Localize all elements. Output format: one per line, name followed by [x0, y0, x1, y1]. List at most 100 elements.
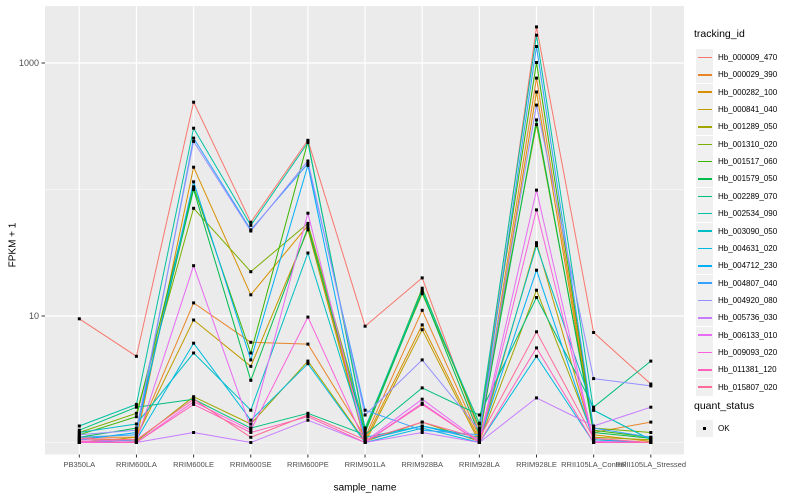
data-point: [363, 428, 367, 432]
legend-item-label: Hb_004631_020: [718, 243, 778, 253]
legend-key-line-icon: [697, 351, 712, 354]
legend-key-swatch: [696, 205, 713, 223]
data-point: [363, 441, 367, 444]
data-point: [306, 228, 310, 232]
data-point: [134, 422, 138, 426]
legend-item-label: Hb_001517_060: [718, 157, 778, 167]
legend-item-label: Hb_003090_050: [718, 226, 778, 236]
x-tick-label: RRIM600LA: [116, 460, 157, 469]
data-point: [477, 436, 481, 440]
legend-item-Hb_001517_060: Hb_001517_060: [696, 153, 778, 171]
data-point: [420, 428, 424, 432]
data-point: [306, 221, 310, 225]
legend-item-Hb_000841_040: Hb_000841_040: [696, 101, 778, 119]
x-tick-label: RRIM600SE: [229, 460, 272, 469]
data-point: [420, 276, 424, 280]
data-point: [77, 424, 81, 428]
data-point: [420, 397, 424, 401]
data-point: [420, 288, 424, 292]
data-point: [535, 346, 538, 350]
data-point: [77, 317, 81, 321]
data-point: [535, 33, 538, 37]
data-point: [535, 103, 538, 107]
data-point: [477, 422, 481, 426]
data-point: [363, 324, 367, 328]
data-point: [649, 435, 653, 439]
legend-item-label: Hb_002289_070: [718, 191, 778, 201]
data-point: [477, 428, 481, 432]
legend-key-line-icon: [697, 334, 712, 336]
legend-key-swatch: [696, 361, 713, 379]
data-point: [535, 288, 538, 292]
data-point: [363, 413, 367, 417]
legend-item-Hb_002289_070: Hb_002289_070: [696, 187, 778, 205]
data-point: [420, 290, 424, 294]
data-point: [306, 211, 310, 215]
data-point: [420, 358, 424, 362]
data-point: [649, 431, 653, 434]
legend-key-line-icon: [697, 126, 712, 128]
data-point: [649, 420, 653, 424]
data-point: [420, 402, 424, 406]
legend-key-line-icon: [697, 369, 712, 371]
legend-key-line-icon: [697, 317, 712, 319]
x-axis-title: sample_name: [333, 482, 397, 494]
legend-key-line-icon: [697, 264, 712, 267]
data-point: [535, 354, 538, 358]
data-point: [420, 286, 424, 290]
y-axis-title: FPKM + 1: [7, 222, 19, 268]
legend-item-label: Hb_001579_050: [718, 174, 778, 184]
legend-item-label: Hb_011381_120: [718, 365, 777, 375]
data-point: [134, 354, 138, 358]
legend-item-label: Hb_002534_090: [718, 209, 778, 219]
x-tick-label: RRIM928BA: [401, 460, 444, 469]
data-point: [134, 405, 138, 409]
data-point: [249, 431, 253, 434]
data-point: [592, 408, 596, 412]
data-point: [249, 422, 253, 426]
data-point: [192, 180, 196, 184]
legend-key-swatch: [696, 222, 713, 240]
data-point: [306, 226, 310, 230]
data-point: [77, 428, 81, 432]
legend-item-label: Hb_001289_050: [718, 122, 778, 132]
data-point: [649, 405, 653, 409]
data-point: [134, 431, 138, 434]
data-point: [134, 441, 138, 444]
legend-key-line-icon: [697, 108, 712, 111]
legend-key-swatch: [696, 153, 713, 171]
legend-item-label: Hb_000009_470: [718, 53, 778, 62]
legend-item-Hb_001310_020: Hb_001310_020: [696, 135, 777, 153]
legend-key-line-icon: [697, 178, 712, 180]
data-point: [306, 411, 310, 415]
legend-key-line-icon: [697, 230, 712, 232]
legend-item-Hb_004920_080: Hb_004920_080: [696, 291, 777, 309]
data-point: [249, 220, 253, 224]
legend-key-line-icon: [697, 56, 712, 59]
data-point: [192, 139, 196, 143]
data-point: [192, 400, 196, 404]
legend-key-swatch: [696, 239, 713, 257]
data-point: [535, 396, 538, 400]
data-point: [420, 328, 424, 332]
data-point: [192, 100, 196, 104]
data-point: [592, 424, 596, 428]
legend-item-label: Hb_000841_040: [718, 105, 778, 115]
data-point: [306, 251, 310, 255]
x-tick-label: RRIM928LA: [458, 460, 500, 469]
x-tick-label: PB350LA: [63, 460, 96, 469]
data-point: [592, 436, 596, 440]
legend-item-label: Hb_015807_020: [718, 382, 778, 392]
data-point: [134, 402, 138, 406]
x-tick-label: RRIM901LA: [344, 460, 386, 469]
data-point: [306, 223, 310, 227]
legend-title: tracking_id: [694, 28, 745, 40]
legend-key-line-icon: [697, 143, 712, 146]
legend-item-label: Hb_000029_390: [718, 70, 778, 80]
data-point: [535, 76, 538, 80]
data-point: [592, 377, 596, 381]
data-point: [420, 308, 424, 312]
data-point: [249, 293, 253, 297]
legend-key-swatch: [696, 309, 713, 327]
legend-key-swatch: [696, 274, 713, 292]
